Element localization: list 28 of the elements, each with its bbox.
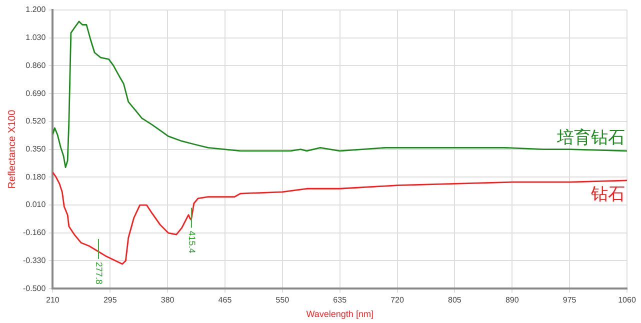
x-axis-title: Wavelength [nm] (306, 309, 374, 320)
y-tick-label: -0.500 (22, 284, 46, 293)
annotation: 277.8 (94, 262, 104, 284)
x-tick-label: 380 (160, 296, 175, 305)
x-tick-label: 1060 (618, 296, 636, 305)
x-tick-label: 550 (276, 296, 290, 305)
y-tick-label: 1.030 (26, 33, 46, 42)
x-tick-label: 805 (448, 296, 462, 305)
x-tick-label: 295 (103, 296, 118, 305)
y-tick-label: -0.160 (22, 228, 46, 238)
x-tick-label: 890 (505, 296, 520, 305)
y-axis-title: Reflectance X100 (6, 109, 18, 189)
y-tick-label: 0.350 (26, 144, 46, 154)
x-tick-label: 210 (46, 296, 60, 305)
y-tick-label: 0.690 (26, 88, 46, 98)
series-label: 培育钻石 (556, 128, 625, 148)
y-tick-label: 0.860 (26, 60, 46, 70)
x-tick-label: 720 (390, 296, 404, 305)
series-label: 钻石 (590, 184, 625, 204)
y-tick-label: -0.330 (22, 256, 46, 265)
annotation: 415.4 (186, 230, 197, 254)
y-tick-label: 1.200 (26, 5, 46, 14)
y-tick-label: 0.180 (26, 172, 46, 182)
x-tick-label: 635 (333, 296, 348, 305)
y-tick-label: 0.010 (26, 200, 46, 210)
y-tick-label: 0.520 (26, 116, 46, 126)
x-tick-label: 465 (218, 296, 232, 305)
x-tick-label: 975 (562, 296, 577, 305)
